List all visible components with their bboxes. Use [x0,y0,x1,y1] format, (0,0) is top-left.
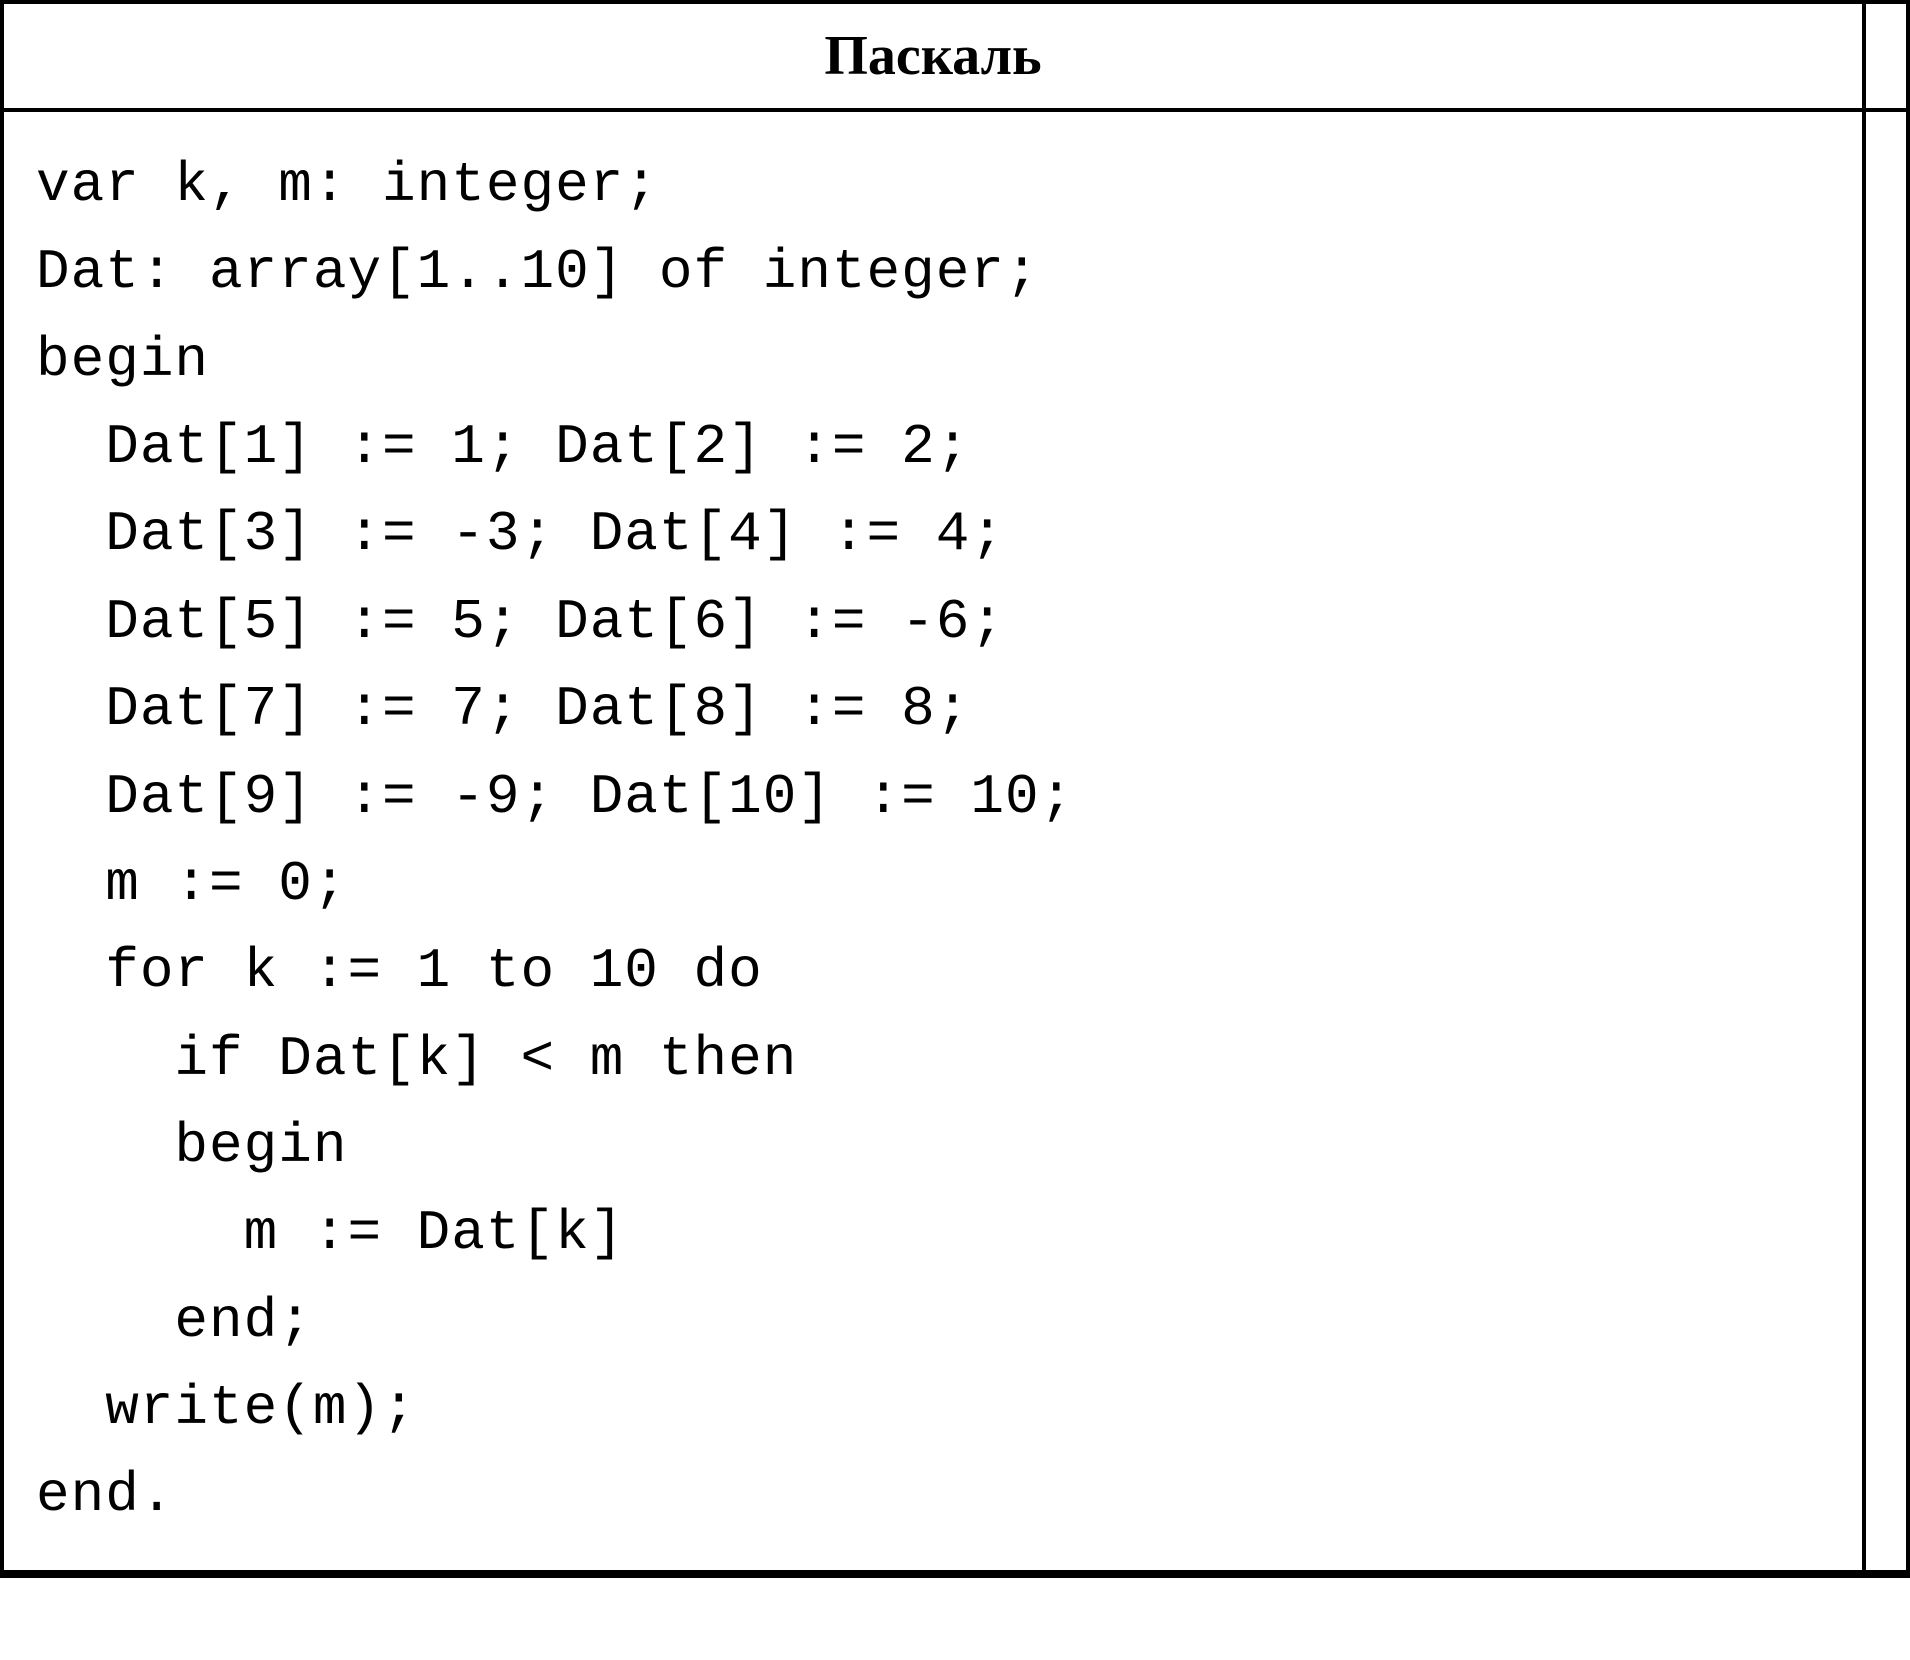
code-spacer [1866,112,1906,1570]
header-title: Паскаль [4,4,1866,108]
table-header-row: Паскаль [4,4,1906,112]
code-table: Паскаль var k, m: integer; Dat: array[1.… [0,0,1910,1578]
table-code-row: var k, m: integer; Dat: array[1..10] of … [4,112,1906,1574]
header-spacer [1866,4,1906,108]
code-content: var k, m: integer; Dat: array[1..10] of … [4,112,1866,1570]
